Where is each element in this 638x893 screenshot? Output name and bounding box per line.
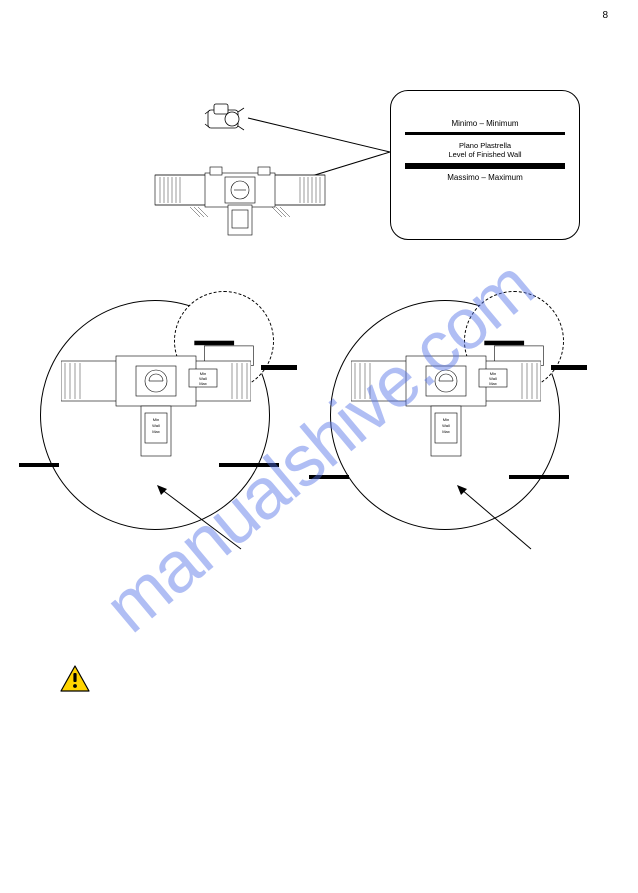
assembly-top-drawing [150, 155, 330, 245]
diagram-left-assembly: Min Wall Max Min Wall Max [61, 341, 251, 481]
svg-text:Wall: Wall [152, 423, 160, 428]
callout-plane1-label: Plano Plastrella [405, 141, 565, 150]
top-figure-section: Minimo – Minimum Plano Plastrella Level … [140, 100, 580, 270]
page-number: 8 [602, 10, 608, 21]
callout-bar-max [405, 163, 565, 169]
diagram-right-assembly: Min Wall Max Min Wall Max [351, 341, 541, 481]
svg-text:Wall: Wall [442, 423, 450, 428]
svg-text:Min: Min [153, 417, 159, 422]
svg-text:Max: Max [152, 429, 160, 434]
svg-text:Min: Min [443, 417, 449, 422]
callout-maximum-label: Massimo – Maximum [405, 173, 565, 182]
callout-minimum-label: Minimo – Minimum [405, 119, 565, 130]
svg-text:Max: Max [442, 429, 450, 434]
diagram-row: Min Wall Max Min Wall Max [40, 300, 600, 560]
callout-plane2-label: Level of Finished Wall [405, 150, 565, 161]
diagram-right: Min Wall Max Min Wall Max [330, 300, 560, 530]
callout-box: Minimo – Minimum Plano Plastrella Level … [390, 90, 580, 240]
diagram-left-arrow [151, 479, 281, 569]
svg-text:Max: Max [489, 381, 497, 386]
warning-icon [60, 665, 90, 692]
diagram-left: Min Wall Max Min Wall Max [40, 300, 270, 530]
diagram-right-arrow [451, 479, 581, 569]
svg-text:Max: Max [199, 381, 207, 386]
callout-bar-min [405, 132, 565, 135]
